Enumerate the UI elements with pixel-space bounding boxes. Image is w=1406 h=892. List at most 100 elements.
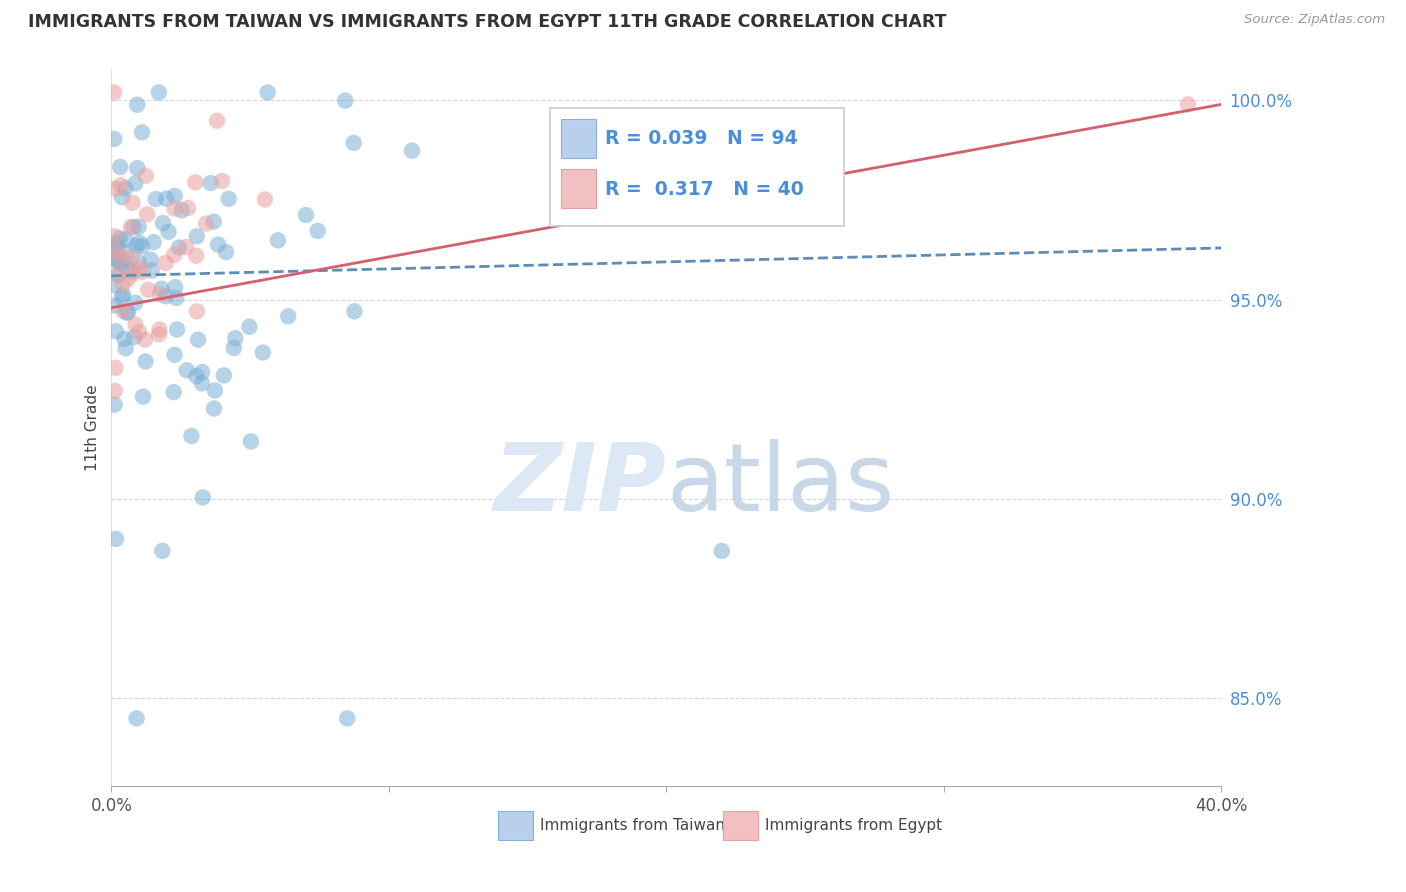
Text: Immigrants from Egypt: Immigrants from Egypt	[765, 818, 942, 833]
Point	[277, 310, 299, 324]
Point	[128, 325, 150, 339]
Point	[128, 235, 150, 250]
Text: Source: ZipAtlas.com: Source: ZipAtlas.com	[1244, 13, 1385, 27]
Point	[191, 491, 214, 505]
Point	[163, 202, 186, 216]
Point	[256, 86, 278, 100]
Point	[148, 322, 170, 336]
Point	[117, 305, 139, 319]
Point	[215, 245, 238, 260]
Point	[343, 136, 366, 150]
Text: Immigrants from Taiwan: Immigrants from Taiwan	[540, 818, 724, 833]
Point	[165, 291, 187, 305]
Point	[121, 264, 143, 278]
Point	[149, 287, 172, 301]
Point	[253, 193, 276, 207]
Point	[112, 287, 135, 301]
Point	[103, 278, 125, 293]
Point	[105, 235, 128, 250]
Text: ZIP: ZIP	[494, 439, 666, 531]
Point	[200, 176, 222, 190]
Point	[184, 175, 207, 189]
Point	[204, 384, 226, 398]
Point	[136, 283, 159, 297]
Point	[135, 169, 157, 183]
Point	[114, 181, 136, 195]
Point	[252, 345, 274, 359]
Point	[166, 322, 188, 336]
Point	[127, 97, 149, 112]
Point	[1177, 97, 1199, 112]
Point	[103, 239, 125, 253]
Text: atlas: atlas	[666, 439, 894, 531]
Point	[343, 304, 366, 318]
Point	[104, 384, 127, 398]
Point	[205, 113, 228, 128]
Point	[111, 277, 134, 292]
Point	[142, 235, 165, 250]
Point	[336, 711, 359, 725]
Point	[104, 324, 127, 338]
Point	[125, 711, 148, 725]
Point	[145, 192, 167, 206]
Point	[267, 233, 290, 247]
Point	[121, 266, 143, 280]
Point	[148, 86, 170, 100]
Point	[295, 208, 318, 222]
Point	[152, 216, 174, 230]
Point	[136, 207, 159, 221]
Point	[122, 219, 145, 234]
Y-axis label: 11th Grade: 11th Grade	[86, 384, 100, 471]
Point	[104, 398, 127, 412]
Point	[124, 330, 146, 344]
Point	[114, 341, 136, 355]
Point	[222, 341, 245, 355]
Point	[124, 177, 146, 191]
Point	[207, 237, 229, 252]
Point	[150, 282, 173, 296]
Point	[110, 251, 132, 265]
Point	[186, 249, 208, 263]
Point	[710, 544, 733, 558]
Point	[135, 354, 157, 368]
Point	[121, 195, 143, 210]
Point	[176, 363, 198, 377]
Point	[139, 252, 162, 267]
Point	[131, 265, 153, 279]
Point	[134, 333, 156, 347]
Point	[121, 251, 143, 265]
Point	[195, 217, 218, 231]
Point	[105, 532, 128, 546]
Point	[180, 429, 202, 443]
Point	[112, 253, 135, 268]
Point	[211, 174, 233, 188]
Point	[115, 245, 138, 260]
Point	[127, 161, 149, 175]
Point	[124, 295, 146, 310]
Point	[167, 240, 190, 254]
Point	[163, 385, 186, 400]
Point	[115, 260, 138, 275]
Point	[212, 368, 235, 383]
Point	[155, 256, 177, 270]
Point	[157, 225, 180, 239]
Point	[112, 303, 135, 318]
Point	[111, 190, 134, 204]
Point	[150, 544, 173, 558]
Point	[111, 290, 134, 304]
Point	[128, 255, 150, 269]
Point	[107, 267, 129, 281]
Point	[155, 289, 177, 303]
Point	[165, 280, 187, 294]
Point	[163, 189, 186, 203]
Point	[107, 268, 129, 282]
Point	[103, 132, 125, 146]
Point	[131, 239, 153, 253]
Point	[105, 242, 128, 256]
Point	[186, 304, 208, 318]
Point	[174, 240, 197, 254]
Point	[148, 327, 170, 342]
Point	[177, 201, 200, 215]
Point	[103, 229, 125, 244]
Point	[108, 231, 131, 245]
